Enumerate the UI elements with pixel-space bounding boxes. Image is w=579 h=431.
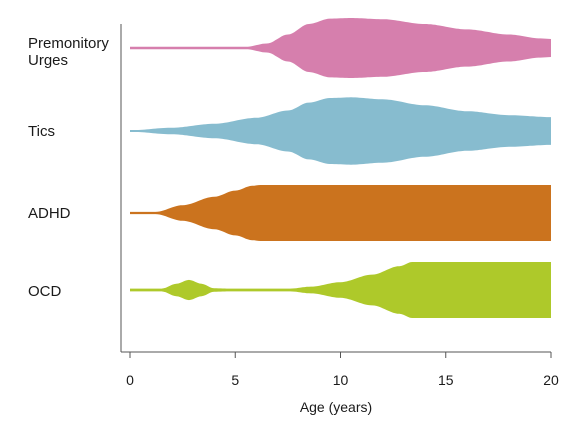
series-shape-premonitory-urges xyxy=(130,18,551,78)
series-layer xyxy=(130,18,551,318)
series-shape-adhd xyxy=(130,185,551,241)
x-tick-label: 15 xyxy=(438,372,454,388)
series-shape-ocd xyxy=(130,262,551,318)
category-label-ocd: OCD xyxy=(28,283,62,300)
x-tick-label: 0 xyxy=(126,372,134,388)
series-shape-tics xyxy=(130,97,551,165)
x-axis-ticks: 0 5 10 15 20 xyxy=(126,352,559,388)
category-label-premonitory-urges-line-2: Urges xyxy=(28,52,68,69)
category-label-adhd: ADHD xyxy=(28,205,71,222)
category-label-premonitory-urges-line-1: Premonitory xyxy=(28,35,109,52)
x-axis-title: Age (years) xyxy=(300,399,372,415)
x-tick-label: 10 xyxy=(333,372,349,388)
category-label-tics: Tics xyxy=(28,123,55,140)
x-tick-label: 20 xyxy=(543,372,559,388)
x-tick-label: 5 xyxy=(231,372,239,388)
